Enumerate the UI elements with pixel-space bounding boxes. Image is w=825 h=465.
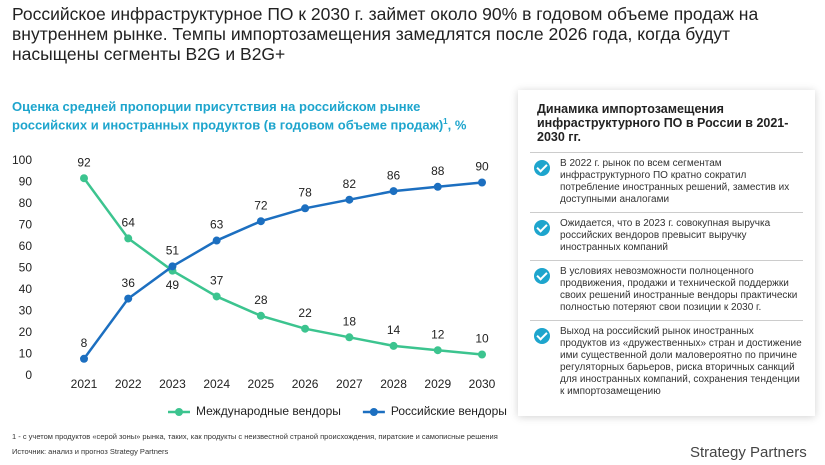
x-tick-label: 2021 xyxy=(71,377,98,391)
point xyxy=(80,174,88,183)
y-tick-label: 60 xyxy=(19,239,33,253)
series-line xyxy=(82,177,483,356)
y-tick-label: 10 xyxy=(19,347,33,361)
data-label: 8 xyxy=(81,336,88,350)
legend-dot xyxy=(369,408,378,416)
data-label: 12 xyxy=(431,327,445,341)
x-tick-label: 2027 xyxy=(336,377,363,391)
y-tick-label: 40 xyxy=(19,282,33,296)
x-tick-label: 2025 xyxy=(248,377,275,391)
point xyxy=(124,294,133,303)
x-tick-label: 2030 xyxy=(469,377,496,391)
point xyxy=(345,195,354,204)
data-label: 88 xyxy=(431,164,445,178)
point xyxy=(478,350,486,359)
panel-item-text: В 2022 г. рынок по всем сегментам инфрас… xyxy=(560,158,790,205)
data-label: 37 xyxy=(210,274,224,288)
point xyxy=(80,354,88,363)
data-label: 49 xyxy=(166,278,180,292)
x-tick-label: 2024 xyxy=(203,377,230,391)
y-tick-label: 70 xyxy=(19,218,33,232)
y-tick-label: 50 xyxy=(19,261,33,275)
footnote: 1 - с учетом продуктов «серой зоны» рынк… xyxy=(12,432,498,441)
legend-label: Российские вендоры xyxy=(391,404,507,418)
legend-label: Международные вендоры xyxy=(196,404,341,418)
point xyxy=(256,217,265,226)
data-label: 92 xyxy=(77,155,91,169)
data-label: 90 xyxy=(475,160,489,174)
data-label: 63 xyxy=(210,218,224,232)
y-tick-label: 90 xyxy=(19,175,33,189)
point xyxy=(212,292,221,301)
point xyxy=(301,324,310,333)
panel-title: Динамика импортозамещения инфраструктурн… xyxy=(537,102,789,144)
series-line xyxy=(82,181,483,360)
x-tick-label: 2029 xyxy=(424,377,451,391)
data-label: 72 xyxy=(254,198,268,212)
panel-item: В 2022 г. рынок по всем сегментам инфрас… xyxy=(530,152,803,212)
y-unit: , % xyxy=(447,117,467,133)
title-note: 1 xyxy=(443,117,448,126)
x-tick-label: 2028 xyxy=(380,377,407,391)
data-label: 78 xyxy=(298,185,312,199)
y-tick-label: 20 xyxy=(19,325,33,339)
chart-title: Оценка средней пропорции присутствия на … xyxy=(12,99,492,132)
point xyxy=(212,236,221,245)
data-label: 28 xyxy=(254,293,268,307)
data-label: 36 xyxy=(122,276,136,290)
headline: Российское инфраструктурное ПО к 2030 г.… xyxy=(12,4,759,64)
chart-title-text: Оценка средней пропорции присутствия на … xyxy=(12,99,444,133)
point xyxy=(389,187,398,196)
point xyxy=(478,178,486,187)
x-tick-label: 2026 xyxy=(292,377,319,391)
panel-item-text: Ожидается, что в 2023 г. совокупная выру… xyxy=(560,218,771,253)
check-icon xyxy=(534,220,550,236)
data-label: 51 xyxy=(166,244,180,258)
y-tick-label: 30 xyxy=(19,304,33,318)
point xyxy=(301,204,310,213)
legend-dot xyxy=(175,408,183,416)
data-label: 18 xyxy=(343,314,357,328)
point xyxy=(345,333,354,342)
panel-item-text: В условиях невозможности полноценного пр… xyxy=(560,266,798,313)
x-tick-label: 2023 xyxy=(159,377,186,391)
source: Источник: анализ и прогноз Strategy Part… xyxy=(12,447,169,456)
panel-item: В условиях невозможности полноценного пр… xyxy=(530,260,803,320)
point xyxy=(433,346,442,355)
data-label: 10 xyxy=(475,332,489,346)
point xyxy=(168,262,177,271)
data-label: 14 xyxy=(387,323,401,337)
point xyxy=(256,311,265,320)
brand: Strategy Partners xyxy=(690,444,807,461)
data-label: 64 xyxy=(122,216,136,230)
check-icon xyxy=(534,160,550,176)
check-icon xyxy=(534,328,550,344)
data-label: 82 xyxy=(343,177,357,191)
side-panel: Динамика импортозамещения инфраструктурн… xyxy=(518,90,815,416)
data-label: 86 xyxy=(387,168,401,182)
point xyxy=(433,182,442,191)
check-icon xyxy=(534,268,550,284)
data-label: 22 xyxy=(298,306,312,320)
panel-item: Выход на российский рынок иностранных пр… xyxy=(530,320,803,404)
panel-item-text: Выход на российский рынок иностранных пр… xyxy=(560,326,802,397)
y-tick-label: 100 xyxy=(12,153,32,167)
point xyxy=(124,234,133,243)
point xyxy=(389,341,398,350)
y-tick-label: 0 xyxy=(25,368,32,382)
panel-item: Ожидается, что в 2023 г. совокупная выру… xyxy=(530,212,803,260)
y-tick-label: 80 xyxy=(19,196,33,210)
x-tick-label: 2022 xyxy=(115,377,142,391)
